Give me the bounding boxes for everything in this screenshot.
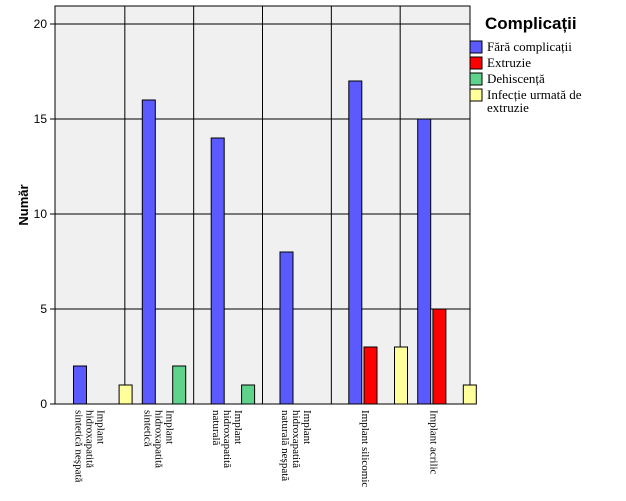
- x-tick-label-line: Implant silicomic: [359, 410, 371, 487]
- legend-entry: Dehiscență: [487, 71, 545, 86]
- bars: [73, 80, 477, 405]
- legend-swatch: [469, 88, 483, 102]
- y-axis: 0 5 10 15 20: [34, 17, 55, 411]
- x-tick-label-line: hidroxapatită: [221, 410, 233, 468]
- y-tick-label: 0: [40, 397, 47, 411]
- y-tick-label: 20: [34, 17, 48, 31]
- bar: [118, 384, 133, 405]
- x-tick-label-line: hidroxapatită: [152, 410, 164, 468]
- x-tick-label-line: Implant acrilic: [428, 410, 440, 475]
- legend-entry: Fără complicații: [487, 39, 572, 54]
- bar: [462, 384, 477, 405]
- bar: [432, 308, 447, 405]
- legend-swatch: [469, 72, 483, 86]
- legend-entry: Infecție urmată de: [487, 87, 582, 102]
- legend-entry: Extruzie: [487, 55, 531, 70]
- legend: Complicații Fără complicațiiExtruzieDehi…: [469, 14, 582, 115]
- x-tick-label-line: Implant: [232, 410, 244, 444]
- x-tick-label-line: Implant: [94, 410, 106, 444]
- legend-swatch: [469, 56, 483, 70]
- x-tick-label-line: Implant: [301, 410, 313, 444]
- x-tick-label-line: Implant: [163, 410, 175, 444]
- legend-swatch: [469, 40, 483, 54]
- y-tick-label: 5: [40, 302, 47, 316]
- bar: [394, 346, 408, 405]
- x-tick-label: Implant silicomic: [359, 410, 371, 487]
- x-tick-label-line: naturală: [210, 410, 222, 446]
- x-tick-label: Implant acrilic: [428, 410, 440, 475]
- x-tick-label-line: hidroxapatită: [83, 410, 95, 468]
- x-tick-label-line: sintetică neșpată: [72, 410, 84, 483]
- legend-entry: extruzie: [487, 100, 529, 115]
- legend-title: Complicații: [485, 14, 577, 33]
- x-tick-label-line: hidroxapatită: [290, 410, 302, 468]
- y-tick-label: 15: [34, 112, 48, 126]
- bar: [172, 365, 187, 405]
- y-tick-label: 10: [34, 207, 48, 221]
- gridlines: [55, 6, 470, 404]
- bar: [241, 384, 256, 405]
- bar: [279, 251, 294, 405]
- bar: [73, 365, 87, 405]
- y-axis-label: Număr: [16, 184, 31, 225]
- bar: [417, 118, 432, 405]
- bar: [141, 99, 156, 405]
- bar: [363, 346, 378, 405]
- bar: [210, 137, 225, 405]
- x-tick-label-line: sintetică: [141, 410, 153, 447]
- bar: [348, 80, 363, 405]
- x-tick-label-line: naturală neșpată: [279, 410, 291, 481]
